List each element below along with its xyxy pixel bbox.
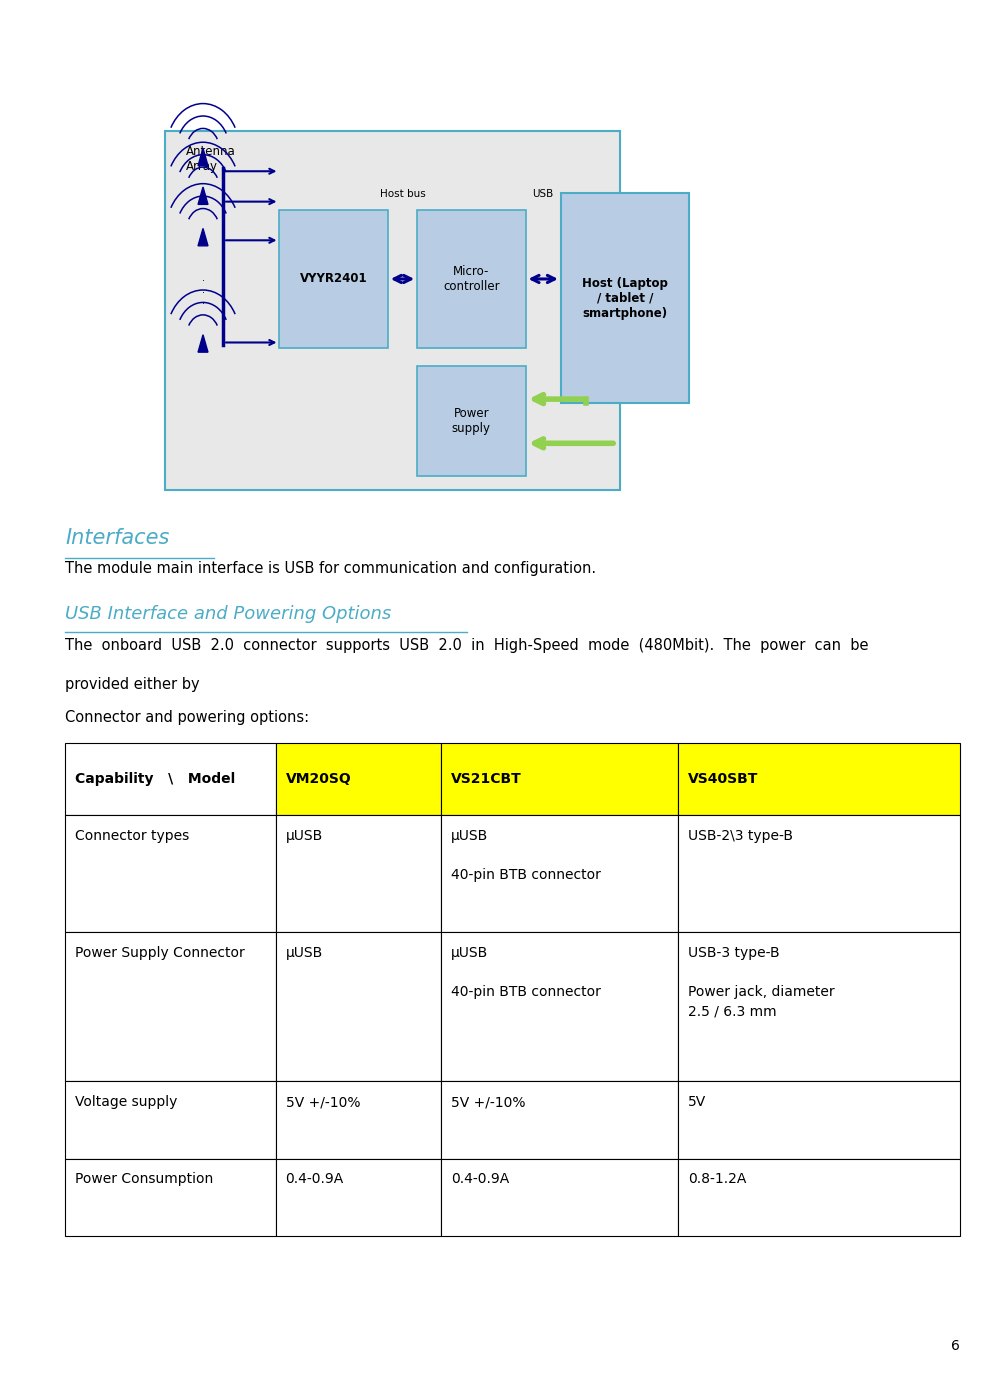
Text: 0.4-0.9A: 0.4-0.9A — [451, 1172, 510, 1186]
Text: Power Consumption: Power Consumption — [75, 1172, 214, 1186]
Bar — [65, 815, 275, 932]
Text: Power Supply Connector: Power Supply Connector — [75, 946, 245, 960]
Bar — [417, 366, 526, 476]
Text: μUSB: μUSB — [285, 829, 323, 842]
Bar — [441, 815, 678, 932]
Bar — [275, 1159, 441, 1236]
Bar — [441, 932, 678, 1081]
Text: Host (Laptop
/ tablet /
smartphone): Host (Laptop / tablet / smartphone) — [582, 276, 668, 320]
Bar — [65, 932, 275, 1081]
Text: Connector types: Connector types — [75, 829, 190, 842]
Bar — [678, 1081, 960, 1159]
Text: USB: USB — [533, 189, 554, 199]
Text: 6: 6 — [951, 1340, 960, 1353]
Bar — [678, 743, 960, 815]
Text: ·
·
·: · · · — [202, 276, 204, 309]
Text: Power
supply: Power supply — [452, 407, 490, 435]
Bar — [65, 1159, 275, 1236]
Text: 0.4-0.9A: 0.4-0.9A — [285, 1172, 344, 1186]
Polygon shape — [198, 228, 208, 246]
Text: provided either by: provided either by — [65, 677, 200, 692]
Bar — [65, 743, 275, 815]
Text: 5V +/-10%: 5V +/-10% — [285, 1095, 360, 1109]
Bar — [441, 743, 678, 815]
Bar — [279, 210, 388, 348]
Text: Host bus: Host bus — [380, 189, 425, 199]
Bar — [417, 210, 526, 348]
Bar — [275, 743, 441, 815]
Bar — [165, 131, 620, 490]
Bar — [678, 1159, 960, 1236]
Text: VM20SQ: VM20SQ — [285, 772, 352, 786]
Text: 5V +/-10%: 5V +/-10% — [451, 1095, 526, 1109]
Text: USB-3 type-B

Power jack, diameter
2.5 / 6.3 mm: USB-3 type-B Power jack, diameter 2.5 / … — [688, 946, 835, 1018]
Text: 5V: 5V — [688, 1095, 707, 1109]
Text: Micro-
controller: Micro- controller — [443, 265, 499, 293]
Bar — [275, 815, 441, 932]
Text: μUSB: μUSB — [285, 946, 323, 960]
Bar — [275, 1081, 441, 1159]
Text: USB-2\3 type-B: USB-2\3 type-B — [688, 829, 793, 842]
Bar — [275, 932, 441, 1081]
Bar — [441, 1159, 678, 1236]
Text: VYYR2401: VYYR2401 — [299, 272, 368, 286]
Text: VS40SBT: VS40SBT — [688, 772, 759, 786]
Text: Interfaces: Interfaces — [65, 528, 170, 547]
Text: μUSB

40-pin BTB connector: μUSB 40-pin BTB connector — [451, 946, 601, 998]
Text: Connector and powering options:: Connector and powering options: — [65, 710, 310, 725]
Text: Antenna
Array: Antenna Array — [186, 145, 236, 173]
Bar — [561, 193, 689, 403]
Polygon shape — [198, 334, 208, 352]
Bar — [678, 815, 960, 932]
Text: Voltage supply: Voltage supply — [75, 1095, 178, 1109]
Polygon shape — [198, 186, 208, 204]
Text: Capability   \   Model: Capability \ Model — [75, 772, 235, 786]
Text: 0.8-1.2A: 0.8-1.2A — [688, 1172, 747, 1186]
Text: The module main interface is USB for communication and configuration.: The module main interface is USB for com… — [65, 561, 596, 576]
Text: USB Interface and Powering Options: USB Interface and Powering Options — [65, 605, 392, 623]
Bar — [65, 1081, 275, 1159]
Text: The  onboard  USB  2.0  connector  supports  USB  2.0  in  High-Speed  mode  (48: The onboard USB 2.0 connector supports U… — [65, 638, 869, 653]
Polygon shape — [198, 148, 208, 166]
Bar — [441, 1081, 678, 1159]
Text: VS21CBT: VS21CBT — [451, 772, 522, 786]
Bar — [678, 932, 960, 1081]
Text: μUSB

40-pin BTB connector: μUSB 40-pin BTB connector — [451, 829, 601, 881]
